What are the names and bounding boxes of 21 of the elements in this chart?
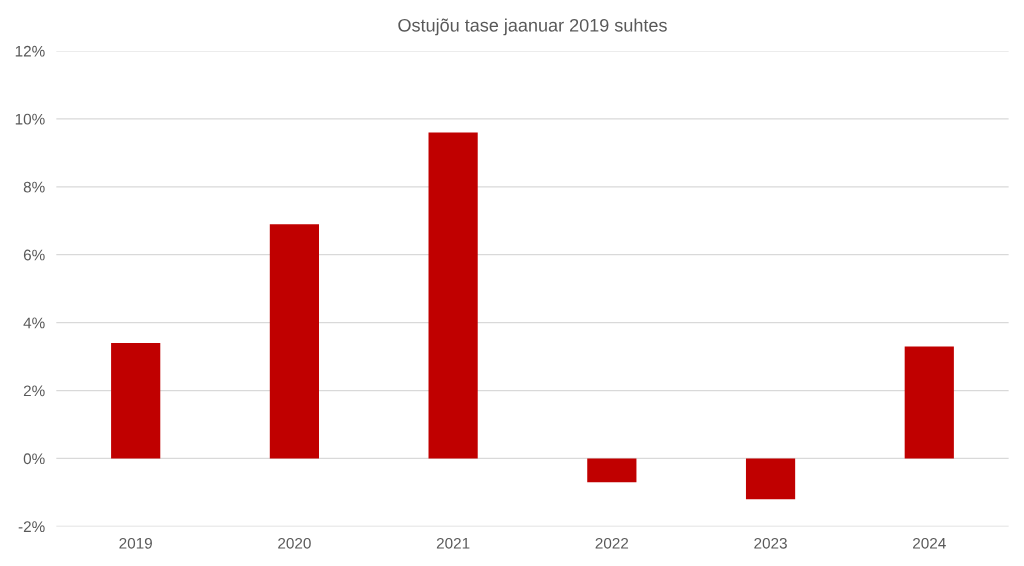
bar	[428, 132, 478, 459]
bar	[745, 458, 796, 500]
x-tick-label: 2024	[913, 537, 946, 549]
y-tick-label: 2%	[23, 385, 45, 397]
y-tick-label: 10%	[15, 113, 45, 125]
x-tick-label: 2023	[754, 537, 787, 549]
bar	[904, 346, 954, 459]
x-tick-label: 2020	[278, 537, 311, 549]
y-tick-label: -2%	[18, 521, 45, 533]
y-tick-label: 6%	[23, 249, 45, 261]
y-tick-label: 4%	[23, 317, 45, 329]
chart-title: Ostujõu tase jaanuar 2019 suhtes	[398, 18, 667, 36]
x-tick-label: 2022	[595, 537, 629, 549]
y-tick-label: 0%	[23, 453, 45, 465]
bar	[587, 458, 637, 483]
y-tick-label: 8%	[23, 181, 45, 193]
x-tick-label: 2021	[436, 537, 470, 549]
y-tick-label: 12%	[15, 45, 45, 57]
bar	[269, 224, 319, 459]
bar	[111, 343, 161, 459]
x-tick-label: 2019	[119, 537, 152, 549]
